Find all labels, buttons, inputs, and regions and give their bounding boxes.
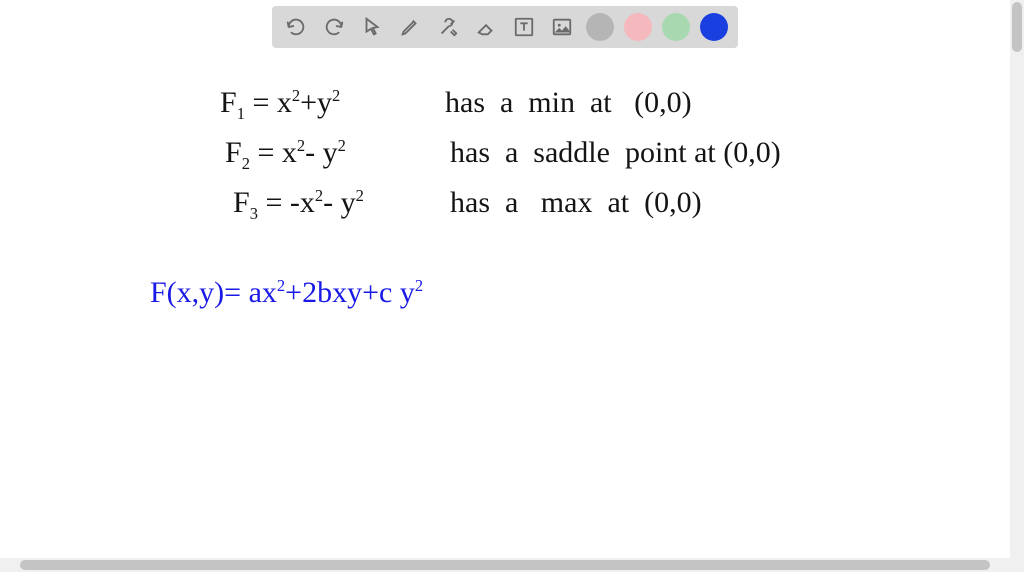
eraser-tool-button[interactable] — [472, 13, 500, 41]
color-swatch-blue[interactable] — [700, 13, 728, 41]
horizontal-scrollbar-thumb[interactable] — [20, 560, 990, 570]
handwritten-line-0: F1 = x2+y2 — [220, 85, 340, 124]
tools-button[interactable] — [434, 13, 462, 41]
handwritten-line-5: has a max at (0,0) — [450, 185, 702, 221]
vertical-scrollbar[interactable] — [1010, 0, 1024, 558]
scrollbar-corner — [1010, 558, 1024, 572]
color-swatch-green[interactable] — [662, 13, 690, 41]
vertical-scrollbar-thumb[interactable] — [1012, 2, 1022, 52]
pencil-tool-button[interactable] — [396, 13, 424, 41]
color-swatch-pink[interactable] — [624, 13, 652, 41]
handwritten-line-1: has a min at (0,0) — [445, 85, 692, 121]
handwritten-line-3: has a saddle point at (0,0) — [450, 135, 781, 171]
handwritten-line-6: F(x,y)= ax2+2bxy+c y2 — [150, 275, 423, 311]
handwritten-line-4: F3 = -x2- y2 — [233, 185, 364, 224]
whiteboard-canvas[interactable]: F1 = x2+y2 has a min at (0,0) F2 = x2- y2 h… — [0, 0, 1010, 558]
horizontal-scrollbar[interactable] — [0, 558, 1010, 572]
handwritten-line-2: F2 = x2- y2 — [225, 135, 346, 174]
undo-button[interactable] — [282, 13, 310, 41]
text-tool-button[interactable] — [510, 13, 538, 41]
image-tool-button[interactable] — [548, 13, 576, 41]
pointer-tool-button[interactable] — [358, 13, 386, 41]
redo-button[interactable] — [320, 13, 348, 41]
color-swatch-gray[interactable] — [586, 13, 614, 41]
toolbar — [272, 6, 738, 48]
